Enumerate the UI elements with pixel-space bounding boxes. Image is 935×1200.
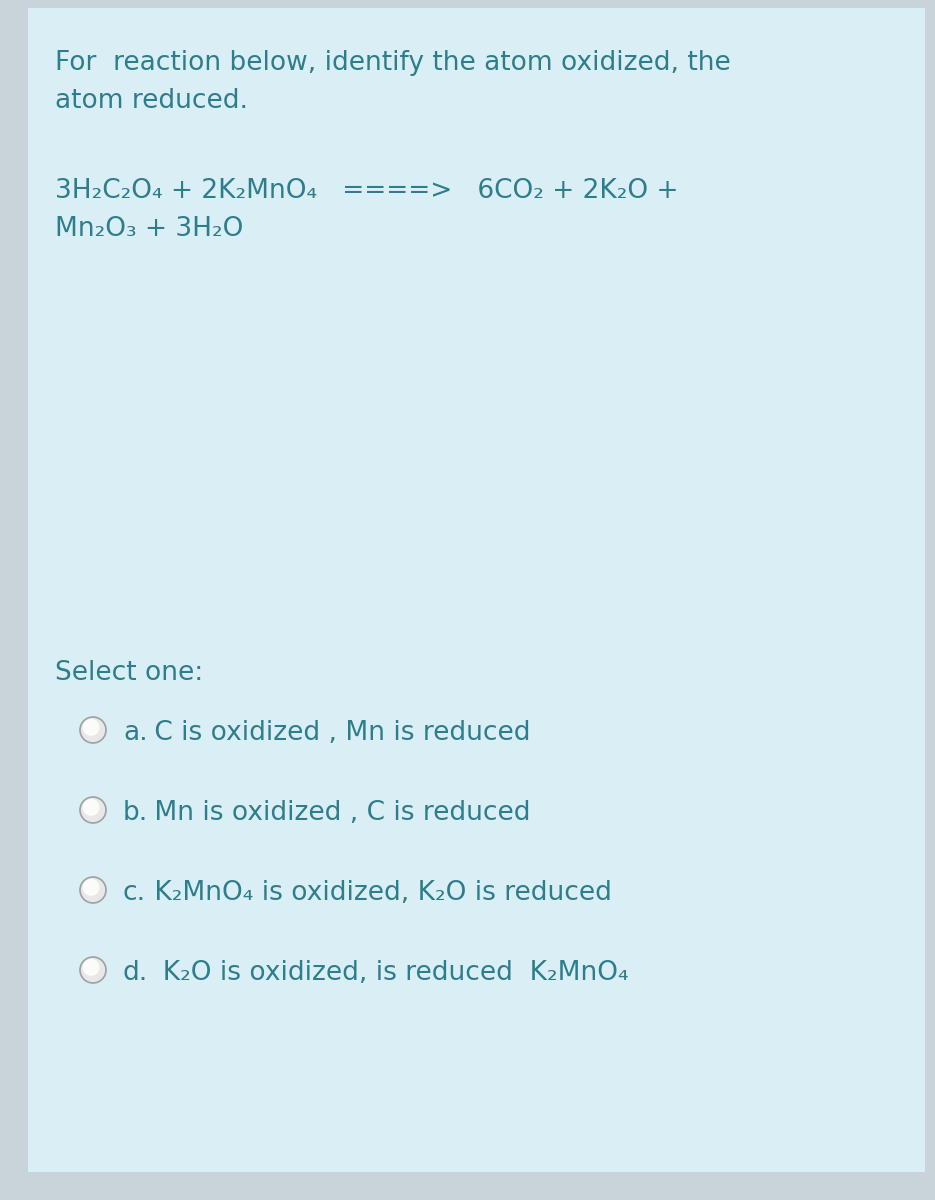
Circle shape — [82, 799, 99, 816]
Circle shape — [80, 716, 106, 743]
Circle shape — [82, 719, 99, 736]
Text: a.: a. — [123, 720, 148, 746]
Circle shape — [82, 959, 99, 976]
Circle shape — [80, 958, 106, 983]
Text: Mn₂O₃ + 3H₂O: Mn₂O₃ + 3H₂O — [55, 216, 243, 242]
Circle shape — [80, 877, 106, 902]
Text: d.: d. — [123, 960, 149, 986]
Text: C is oxidized , Mn is reduced: C is oxidized , Mn is reduced — [146, 720, 530, 746]
Circle shape — [80, 797, 106, 823]
Text: c.: c. — [123, 880, 146, 906]
Text: Select one:: Select one: — [55, 660, 203, 686]
Text: b.: b. — [123, 800, 149, 826]
Text: For  reaction below, identify the atom oxidized, the: For reaction below, identify the atom ox… — [55, 50, 731, 76]
Text: Mn is oxidized , C is reduced: Mn is oxidized , C is reduced — [146, 800, 530, 826]
Text: 3H₂C₂O₄ + 2K₂MnO₄   ====>   6CO₂ + 2K₂O +: 3H₂C₂O₄ + 2K₂MnO₄ ====> 6CO₂ + 2K₂O + — [55, 178, 679, 204]
Text: atom reduced.: atom reduced. — [55, 88, 248, 114]
Circle shape — [82, 878, 99, 896]
Text: K₂MnO₄ is oxidized, K₂O is reduced: K₂MnO₄ is oxidized, K₂O is reduced — [146, 880, 611, 906]
Text: K₂O is oxidized, is reduced  K₂MnO₄: K₂O is oxidized, is reduced K₂MnO₄ — [146, 960, 628, 986]
